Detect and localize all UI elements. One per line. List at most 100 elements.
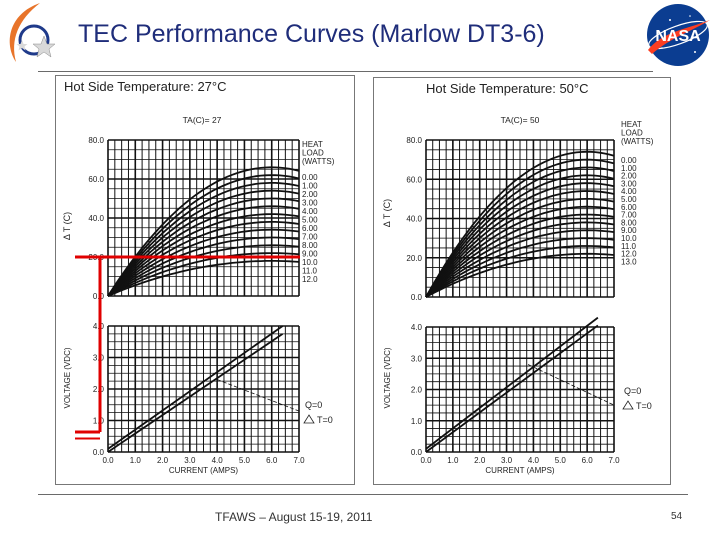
y-tick-label: 4.0	[93, 322, 105, 331]
legend-heat-load: 5.00	[621, 195, 637, 204]
legend-heat-load: 11.0	[621, 242, 637, 251]
star-icon	[32, 35, 56, 58]
x-tick-label: 1.0	[130, 456, 142, 465]
x-tick-label: 6.0	[266, 456, 278, 465]
chart-panel-27c: Hot Side Temperature: 27°C TA(C)= 27 80.0 6…	[55, 75, 355, 485]
legend-heat-load: 8.00	[302, 241, 318, 250]
voltage-dashed-locus	[216, 379, 300, 412]
legend-heat-load: 13.0	[621, 257, 637, 266]
legend-heat-load: 6.00	[302, 224, 318, 233]
y-tick-label: 1.0	[411, 417, 423, 426]
y-tick-label: 2.0	[411, 386, 423, 395]
delta-t-curve	[107, 221, 300, 297]
x-tick-label: 6.0	[582, 456, 594, 465]
chart-subtitle: TA(C)= 50	[501, 115, 540, 125]
y-tick-label: 0.0	[411, 448, 423, 457]
delta-t-curve	[425, 198, 615, 298]
delta-t-curve	[425, 205, 615, 298]
label-dt0: T=0	[636, 401, 652, 411]
y-tick-label: 3.0	[411, 354, 423, 363]
delta-t-curve	[425, 221, 615, 298]
y-axis-label-delta-t: Δ T (C)	[382, 199, 392, 227]
y-tick-label: 1.0	[93, 417, 105, 426]
x-tick-label: 5.0	[555, 456, 567, 465]
orbit-ring	[18, 24, 50, 56]
title-underline	[38, 71, 653, 72]
delta-icon	[303, 414, 315, 424]
legend-heat-load: 8.00	[621, 218, 637, 227]
voltage-curve-q0	[425, 316, 599, 450]
x-axis-label: CURRENT (AMPS)	[169, 466, 239, 475]
voltage-curve-dt0	[107, 333, 284, 453]
x-tick-label: 4.0	[528, 456, 540, 465]
y-axis-label-voltage: VOLTAGE (VDC)	[63, 347, 72, 408]
legend-heat-load: 4.00	[302, 207, 318, 216]
delta-t-curve	[425, 229, 615, 298]
nasa-logo: NASA	[647, 4, 710, 66]
x-axis-label: CURRENT (AMPS)	[485, 466, 555, 475]
footer-text: TFAWS – August 15-19, 2011	[215, 510, 373, 524]
delta-t-curve	[107, 197, 300, 297]
delta-t-curve	[425, 245, 615, 298]
delta-icon	[622, 400, 634, 410]
legend-heat-load: 10.0	[302, 258, 318, 267]
chart-50c: Hot Side Temperature: 50°C TA(C)= 50 80.0 6…	[382, 81, 654, 475]
x-tick-label: 0.0	[102, 456, 114, 465]
legend-heat-load: 6.00	[621, 203, 637, 212]
legend-title-line: LOAD	[621, 129, 643, 138]
legend-heat-load: 0.00	[621, 156, 637, 165]
delta-t-curve	[107, 205, 300, 297]
delta-t-curve	[107, 260, 300, 297]
y-tick-label: 2.0	[93, 385, 105, 394]
x-tick-label: 3.0	[501, 456, 513, 465]
star-icon-small	[16, 40, 28, 51]
chart-panel-50c: Hot Side Temperature: 50°C TA(C)= 50 80.0 6…	[373, 77, 671, 485]
delta-t-curve	[107, 189, 300, 297]
legend-heat-load: 5.00	[302, 216, 318, 225]
legend-heat-load: 2.00	[621, 172, 637, 181]
legend-heat-load: 3.00	[621, 179, 637, 188]
y-tick-label: 0.0	[93, 448, 105, 457]
legend-heat-load: 11.0	[302, 267, 318, 276]
page-number: 54	[671, 511, 683, 522]
delta-t-curve	[425, 166, 615, 298]
x-tick-label: 0.0	[420, 456, 432, 465]
x-tick-label: 4.0	[212, 456, 224, 465]
legend-heat-load: 4.00	[621, 187, 637, 196]
y-tick-label: 20.0	[88, 253, 104, 262]
legend-heat-load: 0.00	[302, 173, 318, 182]
x-tick-label: 2.0	[157, 456, 169, 465]
y-tick-label: 80.0	[88, 136, 104, 145]
legend-heat-load: 9.00	[621, 226, 637, 235]
y-tick-label: 60.0	[88, 175, 104, 184]
legend-heat-load: 12.0	[621, 250, 637, 259]
delta-t-curve	[425, 252, 615, 298]
legend-heat-load: 3.00	[302, 199, 318, 208]
x-tick-label: 2.0	[474, 456, 486, 465]
y-tick-label: 40.0	[88, 214, 104, 223]
delta-t-curve	[425, 190, 615, 298]
legend-title-line: (WATTS)	[302, 157, 335, 166]
x-tick-label: 7.0	[293, 456, 305, 465]
legend-heat-load: 7.00	[621, 211, 637, 220]
y-tick-label: 40.0	[406, 215, 422, 224]
delta-t-curve	[425, 174, 615, 298]
delta-t-curve	[107, 236, 300, 297]
x-tick-label: 5.0	[239, 456, 251, 465]
delta-t-curve	[107, 166, 300, 297]
chart-title: Hot Side Temperature: 27°C	[64, 79, 227, 94]
y-tick-label: 0.0	[411, 293, 423, 302]
y-tick-label: 80.0	[406, 136, 422, 145]
delta-t-curve	[425, 237, 615, 298]
footer-rule	[38, 494, 688, 495]
voltage-curve-dt0	[425, 324, 599, 453]
legend-heat-load: 12.0	[302, 275, 318, 284]
legend-heat-load: 1.00	[302, 182, 318, 191]
delta-t-curve	[425, 150, 615, 298]
x-tick-label: 3.0	[184, 456, 196, 465]
x-tick-label: 7.0	[608, 456, 620, 465]
y-tick-label: 20.0	[406, 254, 422, 263]
voltage-dashed-locus	[527, 364, 615, 406]
delta-t-curve	[107, 213, 300, 297]
legend-heat-load: 7.00	[302, 233, 318, 242]
